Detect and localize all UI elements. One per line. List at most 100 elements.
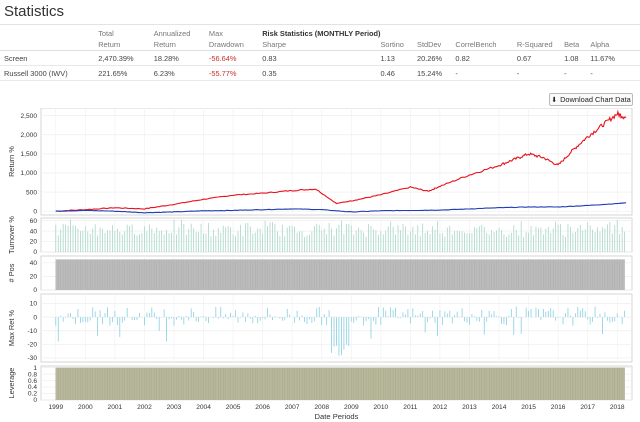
y-tick-label: 2,500 (20, 113, 37, 120)
table-cell: Screen (0, 50, 99, 66)
y-tick-label: 40 (30, 228, 38, 235)
y-tick-label: 20 (30, 239, 38, 246)
table-cell: Russell 3000 (IWV) (0, 65, 99, 81)
table-header-7: CorrelBench (455, 38, 517, 51)
table-header-top-8 (517, 28, 564, 38)
y-tick-label: 0.6 (28, 378, 37, 385)
positions-area (55, 259, 625, 290)
chart-panel: 0 500 1,000 1,500 2,000 2,500 Return % 0 20 40 60 T… (7, 108, 633, 421)
table-cell: 18.28% (153, 50, 209, 66)
table-header-top-6 (417, 28, 455, 38)
y-tick-label: 60 (30, 218, 38, 225)
table-header-5: Sortino (380, 38, 418, 51)
table-cell: 221.65% (98, 65, 154, 81)
x-tick-label: 2007 (285, 404, 300, 411)
table-cell: -56.64% (208, 50, 263, 66)
x-tick-label: 2015 (521, 404, 536, 411)
x-tick-label: 2002 (137, 404, 152, 411)
table-cell: -55.77% (208, 65, 263, 81)
y-axis-label: Max Ret % (7, 310, 16, 347)
table-header-top-2: Annualized (153, 28, 191, 38)
table-cell: 15.24% (417, 65, 456, 81)
title-divider (0, 24, 640, 25)
table-cell: - (564, 65, 591, 81)
table-header-top-4: Risk Statistics (MONTHLY Period) (262, 28, 381, 38)
x-tick-label: 2006 (255, 404, 270, 411)
x-tick-label: 2012 (433, 404, 448, 411)
x-tick-label: 2018 (610, 404, 625, 411)
table-cell: 0.67 (516, 50, 565, 66)
y-tick-label: 0 (33, 287, 37, 294)
download-icon: ⬇ (551, 96, 558, 104)
y-tick-label: 0.4 (28, 384, 37, 391)
table-header-4: Sharpe (262, 38, 381, 51)
download-chart-data-button[interactable]: ⬇ Download Chart Data (549, 93, 633, 106)
y-axis-label: # Pos (7, 263, 16, 282)
x-tick-label: 2008 (314, 404, 329, 411)
y-axis-label: Turnover % (7, 216, 16, 254)
x-tick-label: 2004 (196, 404, 211, 411)
x-tick-label: 2013 (462, 404, 477, 411)
y-tick-label: 1,500 (20, 151, 37, 158)
table-row: Russell 3000 (IWV) 221.65% 6.23% -55.77% 0.3… (0, 65, 640, 81)
table-cell: 0.35 (262, 65, 381, 81)
y-tick-label: 0 (33, 314, 37, 321)
y-tick-label: 0 (33, 397, 37, 404)
table-cell: 20.26% (417, 50, 456, 66)
screen-series-line (55, 109, 627, 212)
x-tick-label: 2003 (167, 404, 182, 411)
table-row: Screen 2,470.39% 18.28% -56.64% 0.83 1.13 20.2… (0, 50, 640, 66)
y-tick-label: 40 (30, 260, 38, 267)
table-cell: 0.46 (380, 65, 418, 81)
x-tick-label: 2011 (403, 404, 418, 411)
x-tick-label: 2014 (492, 404, 507, 411)
table-header-3: Drawdown (208, 38, 263, 51)
table-cell: 11.67% (590, 50, 640, 66)
y-tick-label: 10 (30, 301, 38, 308)
table-header-1: Return (98, 38, 154, 51)
x-tick-label: 2000 (78, 404, 93, 411)
y-tick-label: 0 (33, 249, 37, 256)
y-tick-label: 1,000 (20, 170, 37, 177)
table-header-top-10 (590, 28, 640, 38)
y-tick-label: 20 (30, 274, 38, 281)
y-tick-label: 1 (33, 365, 37, 372)
x-tick-label: 2010 (373, 404, 388, 411)
y-axis-label: Leverage (7, 368, 16, 399)
table-cell: 0.83 (262, 50, 381, 66)
y-tick-label: 2,000 (20, 132, 37, 139)
table-header-8: R-Squared (516, 38, 565, 51)
table-cell: - (455, 65, 517, 81)
y-tick-label: 0 (33, 208, 37, 215)
table-cell: 1.13 (380, 50, 418, 66)
y-tick-label: 500 (26, 189, 37, 196)
leverage-area (55, 367, 625, 400)
table-cell: 0.82 (455, 50, 517, 66)
x-tick-label: 2016 (551, 404, 566, 411)
table-header-0 (0, 38, 99, 51)
x-tick-label: 2005 (226, 404, 241, 411)
table-header-10: Alpha (590, 38, 640, 51)
x-tick-label: 2009 (344, 404, 359, 411)
x-tick-label: 2001 (108, 404, 123, 411)
table-cell: - (516, 65, 565, 81)
table-cell: 1.08 (564, 50, 591, 66)
table-cell: 2,470.39% (98, 50, 154, 66)
table-header-9: Beta (564, 38, 591, 51)
table-header-top-0 (0, 28, 98, 38)
table-cell: - (590, 65, 640, 81)
y-tick-label: -20 (27, 342, 37, 349)
y-tick-label: -30 (27, 355, 37, 362)
table-cell: 6.23% (153, 65, 209, 81)
y-axis-label: Return % (7, 146, 16, 177)
statistics-table: Total Annualized Max Risk Statistics (MONTH… (0, 28, 640, 81)
page-title: Statistics (4, 3, 65, 20)
y-tick-label: 0.2 (28, 391, 37, 398)
table-header-top-7 (455, 28, 516, 38)
download-button-label: Download Chart Data (560, 95, 631, 104)
y-tick-label: 0.8 (28, 371, 37, 378)
benchmark-series-line (55, 202, 627, 214)
table-header-top-5 (381, 28, 418, 38)
table-header-6: StdDev (417, 38, 456, 51)
table-header-top-9 (564, 28, 590, 38)
